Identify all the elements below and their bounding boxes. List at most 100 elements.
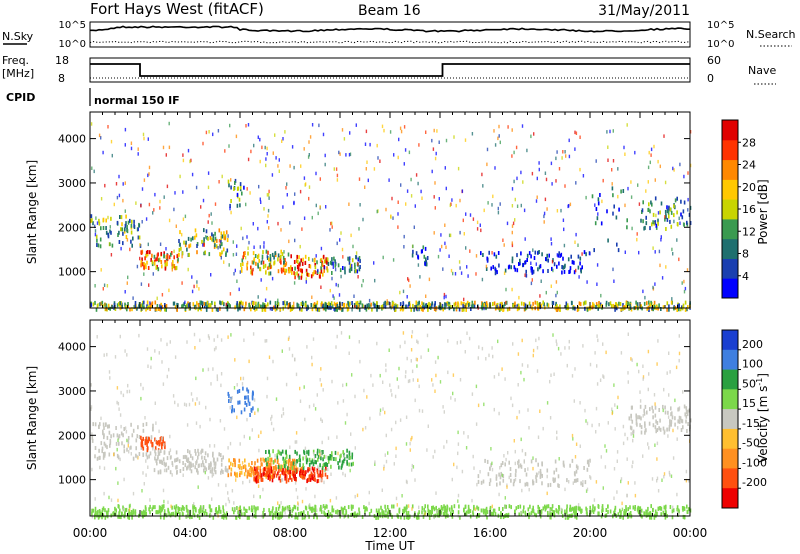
heatmap-cell — [143, 512, 146, 517]
heatmap-cell — [101, 507, 104, 512]
heatmap-cell — [399, 418, 402, 422]
heatmap-cell — [236, 383, 238, 387]
heatmap-cell — [508, 475, 510, 480]
heatmap-cell — [504, 505, 506, 509]
heatmap-cell — [244, 458, 246, 463]
heatmap-cell — [647, 180, 649, 184]
heatmap-cell — [308, 462, 311, 467]
heatmap-cell — [654, 250, 656, 254]
heatmap-cell — [148, 172, 150, 176]
heatmap-cell — [226, 511, 228, 516]
heatmap-cell — [322, 388, 324, 392]
heatmap-cell — [323, 266, 326, 270]
heatmap-cell — [652, 220, 654, 225]
heatmap-cell — [493, 129, 495, 133]
heatmap-cell — [676, 238, 678, 242]
heatmap-cell — [215, 307, 218, 312]
heatmap-cell — [205, 130, 208, 135]
heatmap-cell — [435, 505, 437, 510]
heatmap-cell — [338, 293, 341, 297]
heatmap-cell — [444, 514, 447, 519]
heatmap-cell — [428, 305, 431, 309]
heatmap-cell — [201, 508, 204, 513]
heatmap-cell — [433, 507, 436, 512]
heatmap-cell — [376, 209, 378, 214]
heatmap-cell — [192, 302, 195, 307]
heatmap-cell — [595, 430, 597, 434]
heatmap-cell — [331, 451, 333, 456]
heatmap-cell — [449, 233, 452, 238]
heatmap-cell — [242, 262, 244, 267]
heatmap-cell — [556, 264, 558, 269]
heatmap-cell — [494, 166, 496, 170]
heatmap-cell — [579, 256, 582, 261]
heatmap-cell — [163, 251, 165, 256]
heatmap-cell — [140, 435, 142, 440]
heatmap-cell — [457, 430, 459, 435]
heatmap-cell — [319, 507, 321, 512]
heatmap-cell — [309, 135, 312, 139]
heatmap-cell — [666, 307, 668, 312]
heatmap-cell — [654, 509, 657, 514]
colorbar-tick-label: 100 — [742, 358, 763, 371]
heatmap-cell — [656, 421, 659, 425]
heatmap-cell — [652, 415, 654, 420]
heatmap-cell — [486, 303, 489, 308]
heatmap-cell — [626, 436, 629, 441]
power-panel-frame — [89, 111, 691, 309]
heatmap-cell — [303, 176, 306, 180]
heatmap-cell — [333, 307, 335, 311]
heatmap-cell — [265, 472, 267, 477]
heatmap-cell — [262, 304, 264, 309]
heatmap-cell — [652, 409, 654, 414]
heatmap-cell — [517, 383, 519, 387]
heatmap-cell — [166, 184, 169, 189]
heatmap-cell — [577, 465, 579, 470]
heatmap-cell — [557, 474, 560, 479]
heatmap-cell — [688, 479, 690, 483]
heatmap-cell — [159, 459, 162, 464]
heatmap-cell — [553, 513, 556, 518]
heatmap-cell — [277, 302, 280, 306]
heatmap-cell — [289, 507, 291, 512]
heatmap-cell — [667, 415, 670, 419]
heatmap-cell — [105, 218, 107, 223]
heatmap-cell — [173, 255, 175, 260]
nave-tick-60: 60 — [707, 54, 721, 67]
heatmap-cell — [231, 396, 233, 400]
heatmap-cell — [394, 307, 397, 312]
heatmap-cell — [366, 507, 368, 512]
heatmap-cell — [500, 515, 502, 520]
heatmap-cell — [344, 266, 346, 271]
heatmap-cell — [286, 505, 289, 510]
heatmap-cell — [236, 244, 238, 248]
heatmap-cell — [472, 454, 474, 459]
heatmap-cell — [547, 258, 549, 263]
heatmap-cell — [568, 480, 570, 484]
heatmap-cell — [95, 307, 98, 312]
heatmap-cell — [453, 462, 455, 467]
heatmap-cell — [331, 304, 334, 309]
heatmap-cell — [502, 507, 504, 511]
heatmap-cell — [605, 513, 608, 518]
heatmap-cell — [116, 453, 119, 458]
heatmap-cell — [357, 275, 359, 279]
heatmap-cell — [457, 301, 459, 306]
heatmap-cell — [605, 508, 608, 512]
heatmap-cell — [318, 307, 320, 312]
heatmap-cell — [421, 510, 423, 515]
heatmap-cell — [612, 159, 615, 163]
heatmap-cell — [535, 199, 538, 203]
heatmap-cell — [411, 463, 413, 468]
heatmap-cell — [453, 302, 456, 307]
heatmap-cell — [236, 203, 239, 208]
heatmap-cell — [585, 489, 588, 493]
heatmap-cell — [96, 238, 98, 243]
colorbar-swatch — [722, 349, 738, 371]
heatmap-cell — [260, 200, 262, 204]
heatmap-cell — [142, 428, 145, 433]
heatmap-cell — [643, 408, 645, 413]
heatmap-cell — [235, 472, 237, 477]
heatmap-cell — [125, 305, 127, 310]
heatmap-cell — [187, 509, 189, 514]
